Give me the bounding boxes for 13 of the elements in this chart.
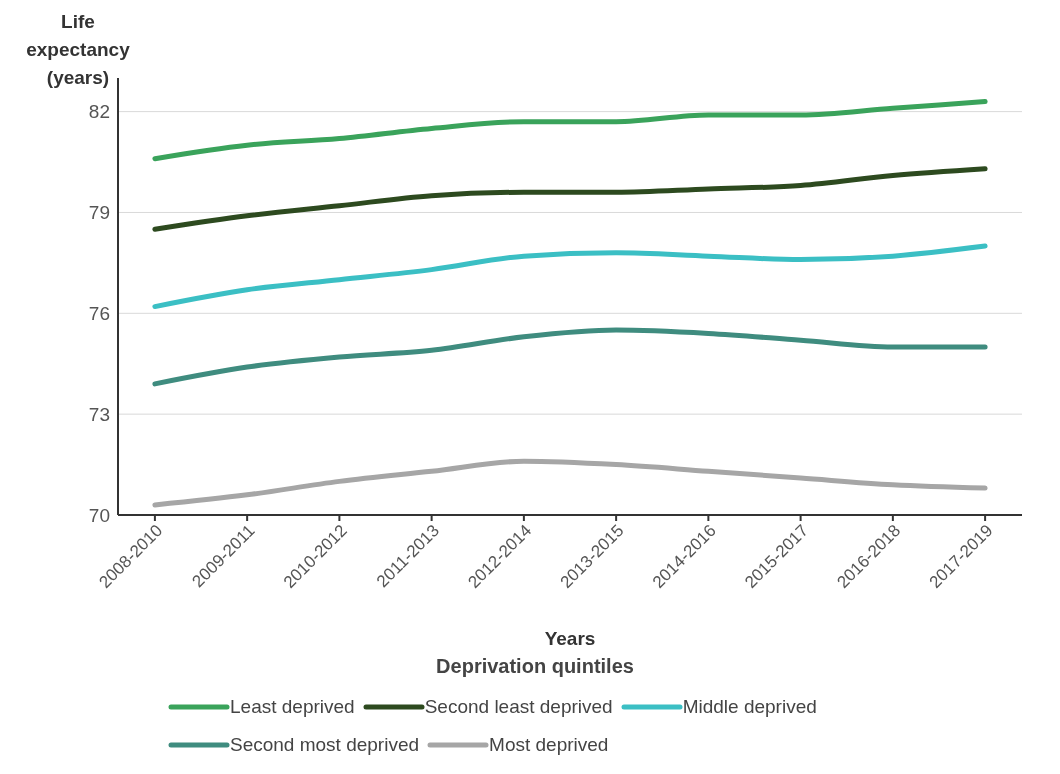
legend-label: Least deprived: [230, 696, 355, 718]
y-tick-label: 70: [88, 504, 110, 526]
legend-label: Middle deprived: [682, 696, 817, 718]
y-axis-title: Life expectancy (years): [25, 10, 131, 90]
legend-label: Second least deprived: [424, 696, 613, 718]
y-tick-label: 82: [88, 101, 110, 123]
legend-label: Most deprived: [489, 734, 609, 756]
y-tick-label: 79: [88, 202, 110, 224]
y-tick-label: 73: [88, 403, 110, 425]
legend-title: Deprivation quintiles: [435, 655, 635, 678]
legend-label: Second most deprived: [230, 734, 420, 756]
y-tick-label: 76: [88, 303, 110, 325]
x-axis-title: Years: [544, 628, 596, 649]
